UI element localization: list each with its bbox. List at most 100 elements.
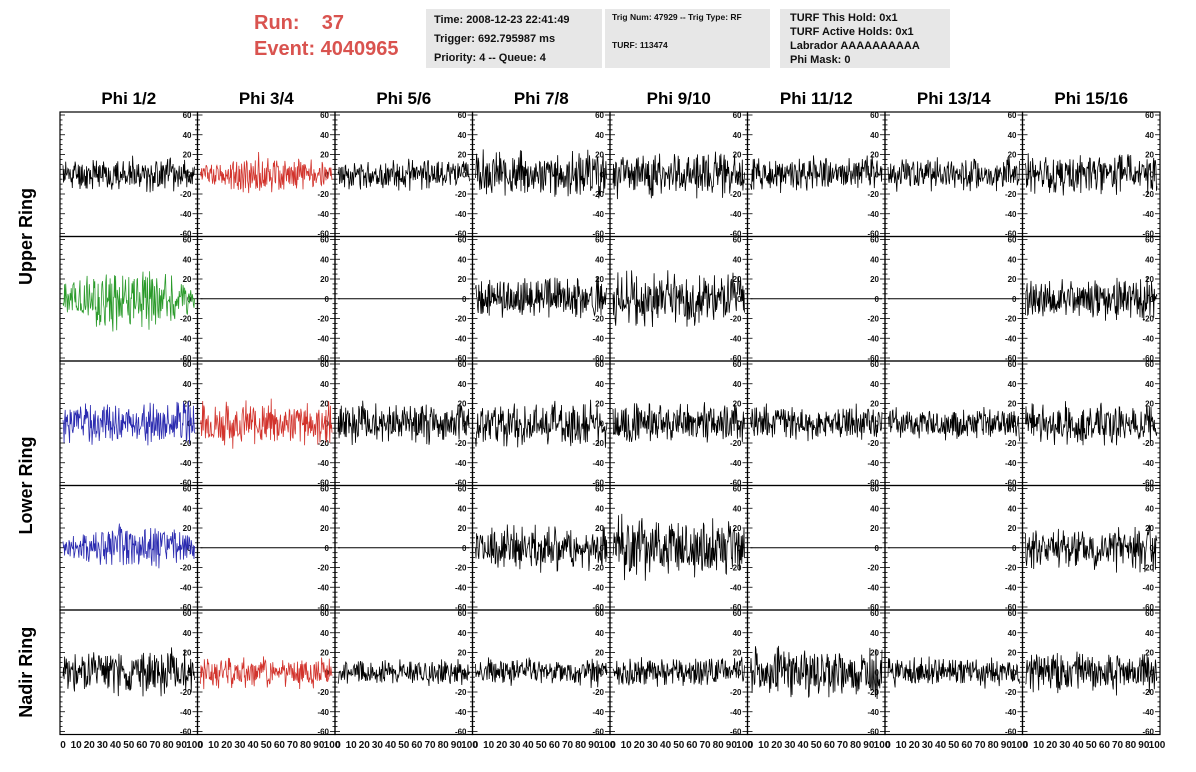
y-tick-label: -20 xyxy=(867,439,879,448)
x-tick-label: 50 xyxy=(398,740,410,751)
y-tick-label: -40 xyxy=(180,583,192,592)
y-tick-label: -20 xyxy=(180,439,192,448)
y-tick-label: -60 xyxy=(317,728,329,737)
y-tick-label: -40 xyxy=(867,210,879,219)
y-tick-label: -20 xyxy=(455,190,467,199)
x-tick-label: 70 xyxy=(287,740,299,751)
y-tick-label: 40 xyxy=(1145,504,1154,513)
y-tick-label: -20 xyxy=(1142,315,1154,324)
y-tick-label: -60 xyxy=(1142,603,1154,612)
x-tick-label: 0 xyxy=(335,740,341,751)
y-tick-label: -60 xyxy=(455,479,467,488)
y-tick-label: 60 xyxy=(320,485,329,494)
y-tick-label: 60 xyxy=(870,236,879,245)
x-tick-label: 100 xyxy=(461,740,478,751)
y-tick-label: 0 xyxy=(737,419,742,428)
y-tick-label: 20 xyxy=(870,275,879,284)
y-tick-label: 20 xyxy=(870,524,879,533)
y-tick-label: 20 xyxy=(320,151,329,160)
waveform-trace xyxy=(475,524,608,573)
waveform-trace xyxy=(612,656,745,687)
y-tick-label: 20 xyxy=(1145,275,1154,284)
x-tick-label: 70 xyxy=(149,740,161,751)
y-tick-label: -20 xyxy=(317,439,329,448)
y-tick-label: -20 xyxy=(730,315,742,324)
y-tick-label: -40 xyxy=(592,334,604,343)
y-tick-label: -60 xyxy=(317,230,329,239)
x-tick-label: 30 xyxy=(1059,740,1071,751)
waveform-trace xyxy=(612,402,745,443)
y-tick-label: 60 xyxy=(458,609,467,618)
y-tick-label: -60 xyxy=(867,479,879,488)
y-tick-label: -20 xyxy=(1005,564,1017,573)
y-tick-label: 40 xyxy=(320,131,329,140)
waveform-trace xyxy=(1025,401,1158,446)
y-tick-label: -60 xyxy=(730,479,742,488)
y-tick-label: 20 xyxy=(733,524,742,533)
y-tick-label: 0 xyxy=(600,544,605,553)
y-tick-label: -40 xyxy=(317,210,329,219)
y-tick-label: -60 xyxy=(1142,230,1154,239)
y-tick-label: -40 xyxy=(317,334,329,343)
y-tick-label: -60 xyxy=(455,603,467,612)
time-text: Time: 2008-12-23 22:41:49 xyxy=(434,14,570,26)
y-tick-label: 40 xyxy=(320,380,329,389)
y-tick-label: -40 xyxy=(180,708,192,717)
y-tick-label: -20 xyxy=(592,564,604,573)
x-tick-label: 10 xyxy=(758,740,770,751)
y-tick-label: -60 xyxy=(317,479,329,488)
y-tick-label: -40 xyxy=(1005,459,1017,468)
y-tick-label: -60 xyxy=(180,479,192,488)
x-tick-label: 20 xyxy=(496,740,508,751)
y-tick-label: 40 xyxy=(870,131,879,140)
waveform-trace xyxy=(62,155,195,193)
y-tick-label: -40 xyxy=(592,210,604,219)
waveform-trace xyxy=(200,398,333,449)
y-tick-label: 60 xyxy=(183,360,192,369)
x-tick-label: 60 xyxy=(274,740,286,751)
y-tick-label: 20 xyxy=(183,524,192,533)
x-tick-label: 30 xyxy=(922,740,934,751)
y-tick-label: 60 xyxy=(320,111,329,120)
y-tick-label: -20 xyxy=(1142,688,1154,697)
ring-label: Lower Ring xyxy=(16,437,36,535)
y-tick-label: 20 xyxy=(733,151,742,160)
trigger-text: Trigger: 692.795987 ms xyxy=(434,33,556,45)
y-tick-label: 20 xyxy=(1008,649,1017,658)
x-tick-label: 20 xyxy=(359,740,371,751)
x-tick-label: 40 xyxy=(1073,740,1085,751)
y-tick-label: -20 xyxy=(1005,688,1017,697)
column-header: Phi 1/2 xyxy=(101,89,156,108)
waveform-trace xyxy=(612,270,745,328)
y-tick-label: -40 xyxy=(867,708,879,717)
column-header: Phi 3/4 xyxy=(239,89,294,108)
x-tick-label: 40 xyxy=(523,740,535,751)
y-tick-label: 60 xyxy=(320,360,329,369)
y-tick-label: 60 xyxy=(320,236,329,245)
x-tick-label: 60 xyxy=(686,740,698,751)
y-tick-label: 40 xyxy=(733,255,742,264)
y-tick-label: -20 xyxy=(730,688,742,697)
y-tick-label: 40 xyxy=(595,255,604,264)
y-tick-label: 60 xyxy=(458,360,467,369)
trig-info-box: Trig Num: 47929 -- Trig Type: RF TURF: 1… xyxy=(605,9,770,68)
column-header: Phi 11/12 xyxy=(780,89,853,108)
y-tick-label: -60 xyxy=(455,728,467,737)
y-tick-label: -20 xyxy=(867,564,879,573)
turf-info-box: TURF This Hold: 0x1 TURF Active Holds: 0… xyxy=(780,9,950,68)
y-tick-label: -60 xyxy=(592,603,604,612)
x-tick-label: 20 xyxy=(634,740,646,751)
y-tick-label: -40 xyxy=(730,334,742,343)
y-tick-label: -20 xyxy=(180,190,192,199)
y-tick-label: 60 xyxy=(183,609,192,618)
y-tick-label: 40 xyxy=(870,629,879,638)
y-tick-label: -40 xyxy=(592,459,604,468)
y-tick-label: -20 xyxy=(730,439,742,448)
x-tick-label: 0 xyxy=(610,740,616,751)
y-tick-label: 60 xyxy=(458,236,467,245)
y-tick-label: 20 xyxy=(183,649,192,658)
y-tick-label: -20 xyxy=(730,564,742,573)
waveform-trace xyxy=(200,151,333,194)
x-tick-label: 100 xyxy=(1149,740,1166,751)
waveform-trace xyxy=(337,158,470,191)
